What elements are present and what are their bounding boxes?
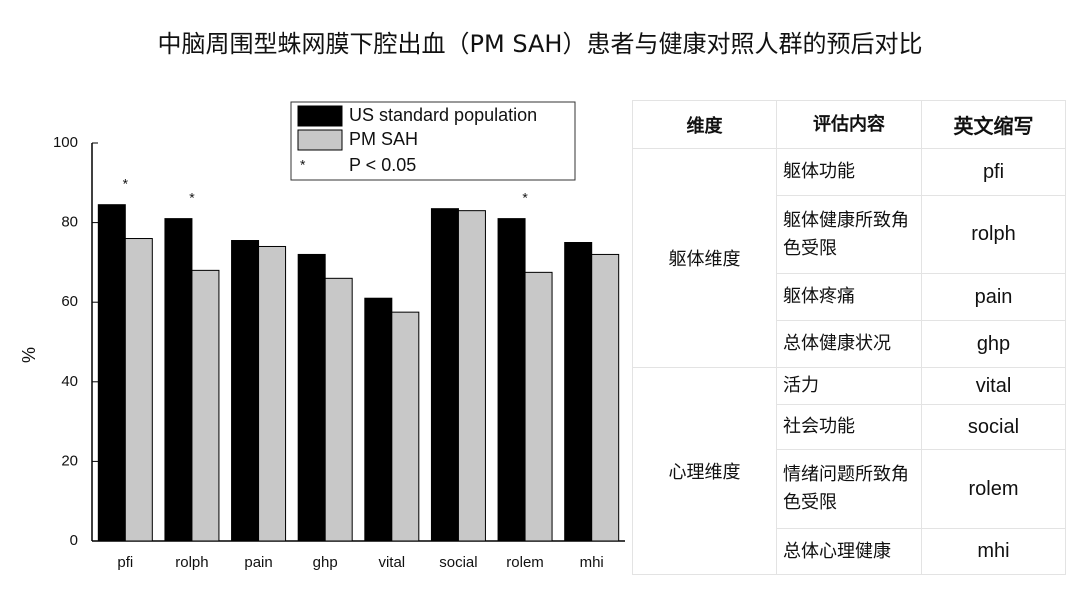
bar: [258, 245, 287, 542]
bar: [497, 218, 526, 542]
x-tick-label: rolem: [506, 554, 544, 571]
bar: [297, 253, 326, 542]
header-cell: 评估内容: [776, 100, 922, 149]
y-axis-label: %: [19, 347, 39, 363]
table-row: 躯体维度 躯体功能 pfi: [632, 148, 1066, 368]
bar: [124, 238, 153, 542]
bar: [457, 210, 486, 542]
x-tick-label: mhi: [580, 554, 604, 571]
table-row: 躯体疼痛 pain: [633, 273, 1066, 321]
bar: [430, 208, 459, 542]
abbr-cell: social: [921, 404, 1066, 450]
x-tick-label: rolph: [175, 554, 208, 571]
y-tick-label: 0: [70, 532, 78, 549]
header-cell: 英文缩写: [921, 100, 1066, 149]
content-cell: 活力: [776, 367, 922, 405]
x-tick-label: vital: [378, 554, 405, 571]
content-cell: 情绪问题所致角色受限: [776, 449, 922, 529]
table: 维度 评估内容 英文缩写 躯体维度 躯体功能 pfi 躯体健康所致角色受限 rolph 躯体疼痛…: [632, 100, 1066, 575]
abbr-cell: pfi: [921, 148, 1066, 196]
dimension-cell: 躯体维度: [632, 148, 777, 368]
content-cell: 躯体功能: [776, 148, 922, 196]
bar: [391, 311, 420, 542]
bar: [524, 271, 553, 542]
significance-marker: *: [522, 189, 528, 205]
bar: [231, 240, 260, 542]
legend-label: US standard population: [349, 105, 537, 125]
content-cell: 躯体健康所致角色受限: [776, 195, 922, 274]
significance-marker: *: [189, 189, 195, 205]
abbr-cell: rolph: [921, 195, 1066, 274]
legend-swatch: [297, 129, 343, 151]
table-row: 社会功能 social: [633, 404, 1066, 450]
y-tick-label: 40: [61, 373, 78, 390]
y-tick-label: 80: [61, 214, 78, 231]
table-row: 躯体健康所致角色受限 rolph: [633, 195, 1066, 274]
content-cell: 躯体疼痛: [776, 273, 922, 321]
abbr-cell: rolem: [921, 449, 1066, 529]
bar: [324, 277, 353, 542]
y-tick-label: 60: [61, 293, 78, 310]
legend-label: P < 0.05: [349, 155, 416, 175]
content-cell: 总体心理健康: [776, 528, 922, 575]
table-row: 心理维度 活力 vital: [632, 367, 1066, 575]
x-tick-label: pain: [244, 554, 272, 571]
abbr-cell: mhi: [921, 528, 1066, 575]
bar: [564, 242, 593, 542]
abbr-cell: pain: [921, 273, 1066, 321]
significance-marker: *: [123, 175, 129, 191]
x-tick-label: pfi: [117, 554, 133, 571]
legend-swatch: [297, 105, 343, 127]
legend-marker: *: [300, 157, 306, 173]
header-cell: 维度: [632, 100, 777, 149]
x-tick-label: ghp: [313, 554, 338, 571]
table-row: 总体心理健康 mhi: [633, 528, 1066, 575]
table-row: 情绪问题所致角色受限 rolem: [633, 449, 1066, 529]
bar: [364, 297, 393, 542]
legend-label: PM SAH: [349, 129, 418, 149]
bar: [164, 218, 193, 542]
content-cell: 社会功能: [776, 404, 922, 450]
content-cell: 总体健康状况: [776, 320, 922, 368]
page-title: 中脑周围型蛛网膜下腔出血（PM SAH）患者与健康对照人群的预后对比: [158, 30, 923, 58]
y-tick-label: 100: [53, 134, 78, 151]
header-row: 维度 评估内容 英文缩写: [632, 100, 1066, 149]
table-row: 总体健康状况 ghp: [633, 320, 1066, 368]
bar: [97, 204, 126, 542]
abbr-cell: ghp: [921, 320, 1066, 368]
y-tick-label: 20: [61, 452, 78, 469]
x-tick-label: social: [439, 554, 477, 571]
abbr-cell: vital: [921, 367, 1066, 405]
bar: [591, 253, 620, 542]
dimension-cell: 心理维度: [632, 367, 777, 575]
bar: [191, 269, 220, 542]
